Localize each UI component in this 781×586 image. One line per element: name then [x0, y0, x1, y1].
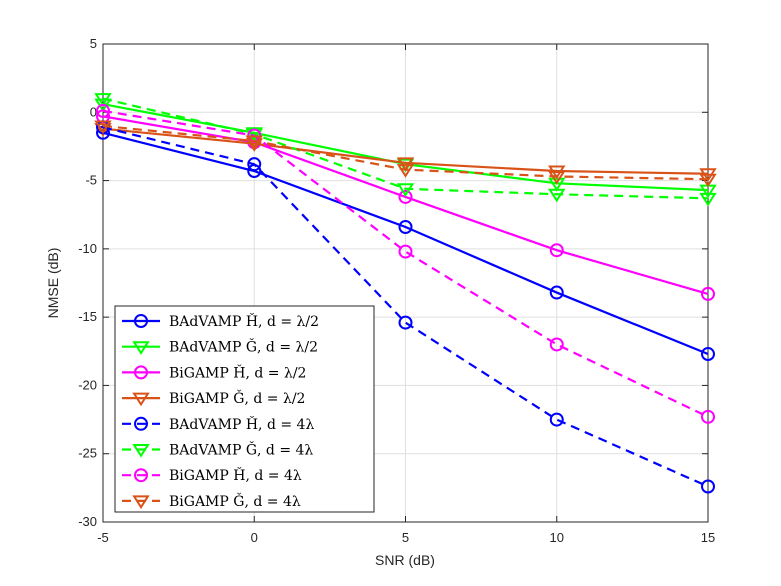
data-point — [94, 120, 112, 135]
legend-label: BAdVAMP Ǧ, d = λ/2 — [169, 338, 318, 356]
data-series — [94, 93, 717, 494]
legend-item: BAdVAMP Ȟ, d = 4λ — [122, 415, 314, 433]
y-tick-label: -25 — [78, 446, 97, 461]
x-tick-label: 5 — [402, 530, 409, 545]
legend-label: BAdVAMP Ȟ, d = λ/2 — [169, 312, 319, 330]
data-point — [699, 192, 717, 207]
data-point — [398, 315, 413, 330]
series-line — [102, 127, 709, 175]
x-tick-label: -5 — [97, 530, 109, 545]
data-point — [396, 164, 415, 178]
legend-item: BiGAMP Ȟ, d = λ/2 — [122, 363, 306, 381]
data-point — [96, 103, 110, 118]
legend-label: BiGAMP Ǧ, d = 4λ — [169, 492, 301, 510]
data-point — [398, 220, 413, 235]
legend-marker — [132, 495, 150, 510]
x-axis-label: SNR (dB) — [375, 552, 435, 568]
data-point — [701, 286, 715, 301]
data-point — [549, 285, 564, 300]
legend: BAdVAMP Ȟ, d = λ/2 BAdVAMP Ǧ, d = λ/2 BiGA… — [114, 305, 375, 513]
y-tick-label: -10 — [78, 241, 97, 256]
legend-item: BAdVAMP Ǧ, d = 4λ — [122, 441, 313, 459]
y-axis-label: NMSE (dB) — [45, 248, 61, 319]
legend-marker — [134, 365, 148, 380]
data-point — [548, 170, 566, 185]
x-tick-label: 15 — [701, 530, 715, 545]
data-point — [396, 183, 415, 197]
data-point — [548, 188, 566, 203]
data-point — [549, 412, 564, 427]
legend-marker — [132, 444, 150, 458]
legend-marker — [134, 314, 148, 328]
axis-ticks: -5 0 5 10 15 5 0 -5 -10 -15 -20 -25 -30 — [78, 36, 715, 545]
series-line — [102, 115, 709, 295]
legend-item: BAdVAMP Ȟ, d = λ/2 — [122, 312, 319, 330]
data-point — [398, 244, 413, 259]
legend-marker — [132, 341, 150, 355]
legend-label: BiGAMP Ǧ, d = λ/2 — [169, 389, 305, 407]
legend-marker — [134, 416, 148, 431]
data-point — [247, 157, 262, 172]
series-1 — [96, 125, 715, 362]
data-point — [94, 123, 112, 137]
data-point — [245, 135, 263, 150]
data-point — [549, 337, 564, 352]
legend-item: BiGAMP Ǧ, d = λ/2 — [122, 389, 305, 407]
data-point — [549, 243, 564, 258]
data-point — [701, 409, 715, 424]
y-tick-label: 5 — [90, 36, 97, 51]
data-point — [398, 189, 413, 204]
y-tick-label: -20 — [78, 377, 97, 392]
series-line — [102, 97, 709, 200]
legend-marker — [134, 468, 148, 483]
series-line — [102, 131, 709, 356]
legend-marker — [132, 392, 150, 407]
data-point — [94, 93, 112, 107]
y-tick-label: -30 — [78, 514, 97, 529]
data-point — [396, 157, 415, 171]
legend-label: BAdVAMP Ǧ, d = 4λ — [169, 441, 313, 459]
data-point — [699, 173, 717, 188]
data-point — [701, 479, 715, 494]
legend-label: BiGAMP Ȟ, d = 4λ — [169, 466, 302, 484]
series-line — [102, 109, 709, 418]
x-tick-label: 10 — [550, 530, 564, 545]
y-tick-label: 0 — [90, 104, 97, 119]
y-tick-label: -15 — [78, 309, 97, 324]
legend-label: BiGAMP Ȟ, d = λ/2 — [169, 363, 306, 381]
legend-item: BiGAMP Ǧ, d = 4λ — [122, 492, 301, 510]
legend-item: BAdVAMP Ǧ, d = λ/2 — [122, 338, 318, 356]
legend-item: BiGAMP Ȟ, d = 4λ — [122, 466, 302, 484]
series-line — [102, 124, 709, 181]
x-tick-label: 0 — [251, 530, 258, 545]
data-point — [701, 347, 715, 362]
legend-label: BAdVAMP Ȟ, d = 4λ — [169, 415, 314, 433]
legend-box — [114, 305, 375, 513]
y-tick-label: -5 — [85, 173, 97, 188]
series-8 — [94, 120, 717, 188]
